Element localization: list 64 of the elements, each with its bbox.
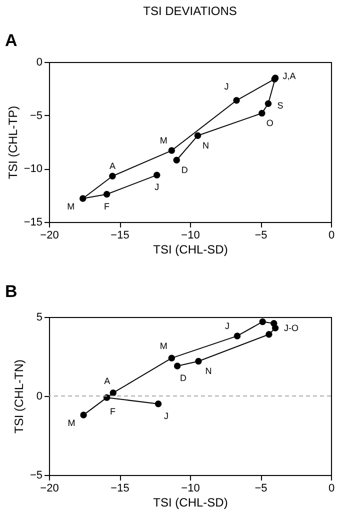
annotation: D bbox=[180, 372, 188, 383]
point bbox=[154, 172, 160, 178]
point bbox=[264, 100, 272, 107]
annotation: M bbox=[67, 202, 75, 212]
annotation: J bbox=[154, 182, 160, 192]
point bbox=[234, 332, 241, 340]
point bbox=[109, 172, 116, 180]
y-tick-label: 5 bbox=[36, 312, 42, 324]
y-axis-title: TSI (CHL-TN) bbox=[12, 360, 26, 434]
x-tick-label: −10 bbox=[181, 230, 200, 242]
annotation: J bbox=[164, 410, 169, 421]
x-axis-title: TSI (CHL-SD) bbox=[153, 242, 228, 256]
x-tick-label: −10 bbox=[181, 482, 200, 494]
y-tick-label: −5 bbox=[30, 470, 42, 482]
y-axis-title: TSI (CHL-TP) bbox=[6, 106, 20, 180]
annotation: J,A bbox=[282, 71, 296, 81]
annotation: N bbox=[205, 366, 212, 376]
x-tick-label: −20 bbox=[40, 230, 59, 242]
x-tick-label: −5 bbox=[254, 230, 268, 242]
annotation: M bbox=[68, 418, 76, 428]
point bbox=[233, 97, 240, 104]
y-tick-label: 0 bbox=[36, 56, 42, 68]
annotation: F bbox=[104, 201, 110, 212]
point bbox=[110, 389, 117, 396]
annotation: A bbox=[104, 376, 110, 386]
annotation: M bbox=[160, 341, 168, 352]
point bbox=[272, 324, 279, 332]
point bbox=[168, 354, 176, 362]
point bbox=[79, 195, 86, 202]
y-tick-label: −15 bbox=[24, 216, 42, 228]
annotation: A bbox=[109, 161, 116, 172]
annotation: N bbox=[202, 140, 210, 151]
point bbox=[259, 318, 266, 326]
text: A bbox=[5, 31, 18, 50]
x-tick-label: 0 bbox=[328, 482, 335, 494]
annotation: D bbox=[181, 165, 188, 176]
annotation: J bbox=[224, 81, 229, 92]
x-tick-label: 0 bbox=[328, 230, 335, 242]
annotation: M bbox=[160, 136, 168, 146]
x-tick-label: −15 bbox=[110, 482, 130, 494]
x-tick-label: −15 bbox=[110, 230, 130, 242]
y-tick-label: −10 bbox=[24, 163, 42, 176]
point bbox=[195, 358, 202, 365]
annotation: J-O bbox=[284, 323, 299, 334]
text: B bbox=[5, 282, 18, 301]
annotation: J bbox=[224, 320, 230, 331]
point bbox=[154, 400, 162, 408]
x-axis-title: TSI (CHL-SD) bbox=[153, 496, 228, 510]
point bbox=[168, 147, 176, 154]
x-tick-label: −5 bbox=[254, 482, 268, 494]
point bbox=[173, 156, 180, 164]
point bbox=[258, 110, 266, 117]
chart-title: TSI DEVIATIONS bbox=[143, 4, 237, 18]
point bbox=[266, 331, 272, 338]
point bbox=[194, 132, 202, 139]
annotation: S bbox=[277, 100, 284, 111]
x-tick-label: −20 bbox=[40, 482, 59, 494]
y-tick-label: −5 bbox=[30, 110, 42, 122]
y-tick-label: 0 bbox=[36, 390, 42, 402]
point bbox=[80, 412, 87, 418]
annotation: O bbox=[266, 118, 274, 128]
annotation: F bbox=[110, 406, 116, 417]
point bbox=[174, 362, 181, 370]
point bbox=[103, 190, 110, 198]
